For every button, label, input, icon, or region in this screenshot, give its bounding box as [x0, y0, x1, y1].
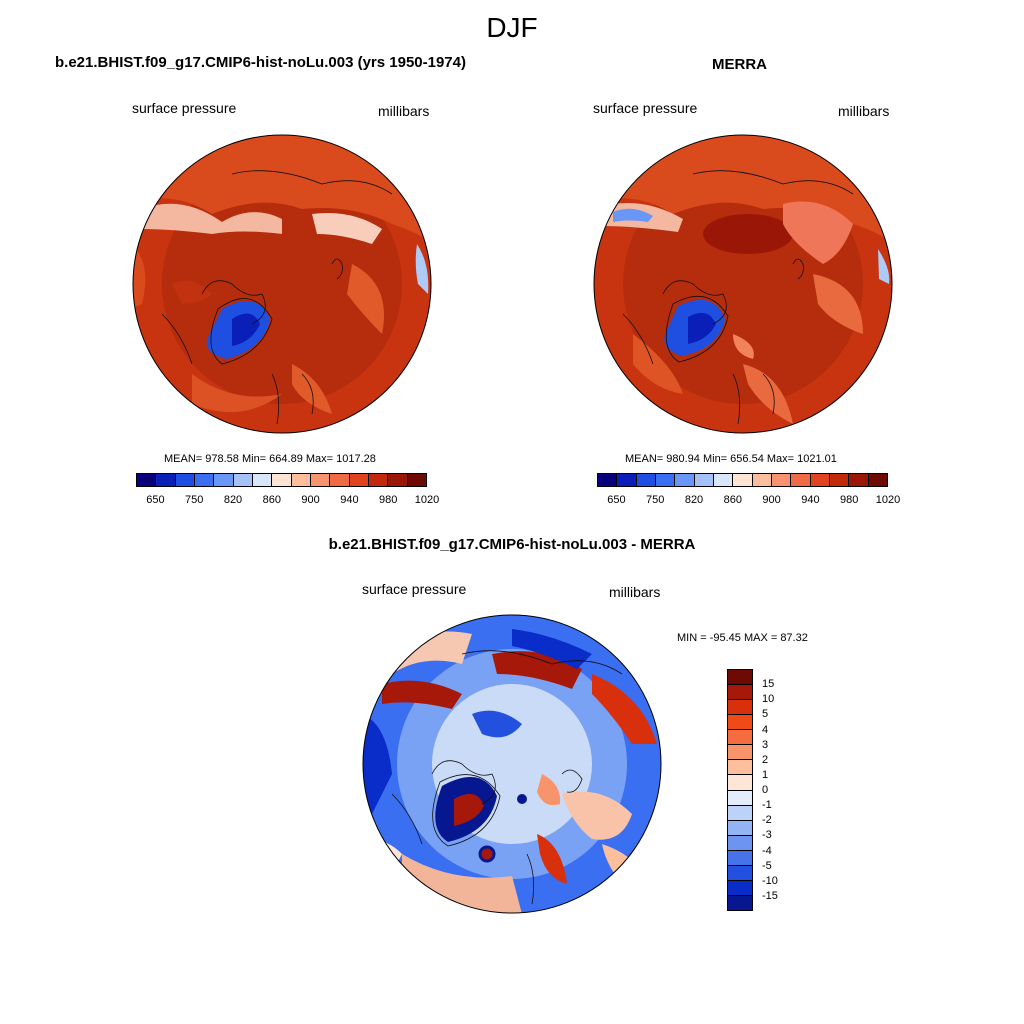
- colorbar-swatch: [175, 474, 195, 486]
- colorbar-tick-label: 900: [301, 494, 320, 506]
- colorbar-swatch: [194, 474, 215, 486]
- colorbar-swatch: [728, 820, 752, 836]
- colorbar-swatch: [233, 474, 253, 486]
- diff-polar-map: [362, 614, 662, 914]
- colorbar-swatch: [310, 474, 331, 486]
- colorbar-swatch: [728, 805, 752, 821]
- colorbar-swatch: [728, 685, 752, 701]
- diff-variable-label: surface pressure: [362, 581, 467, 597]
- colorbar-swatch: [728, 835, 752, 851]
- model-colorbar-labels: 650 750 820 860 900 940 980 1020: [136, 494, 439, 508]
- colorbar-swatch: [728, 880, 752, 896]
- colorbar-swatch: [368, 474, 389, 486]
- colorbar-swatch: [728, 790, 752, 806]
- obs-colorbar: [597, 473, 888, 487]
- colorbar-swatch: [728, 670, 752, 686]
- colorbar-swatch: [728, 730, 752, 746]
- colorbar-swatch: [694, 474, 714, 486]
- colorbar-tick-label: 860: [723, 494, 742, 506]
- obs-polar-map: [593, 134, 893, 434]
- model-variable-label: surface pressure: [132, 100, 237, 116]
- colorbar-swatch: [349, 474, 369, 486]
- colorbar-swatch: [252, 474, 273, 486]
- colorbar-tick-label: 1020: [414, 494, 440, 506]
- colorbar-swatch: [598, 474, 618, 486]
- diff-units-label: millibars: [609, 584, 661, 600]
- colorbar-tick-label: 15: [762, 678, 775, 691]
- colorbar-tick-label: 980: [379, 494, 398, 506]
- colorbar-swatch: [388, 474, 408, 486]
- colorbar-swatch: [636, 474, 656, 486]
- diff-panel-title: b.e21.BHIST.f09_g17.CMIP6-hist-noLu.003 …: [328, 536, 696, 553]
- colorbar-swatch: [829, 474, 850, 486]
- colorbar-tick-label: 650: [146, 494, 165, 506]
- colorbar-tick-label: -2: [762, 814, 772, 827]
- colorbar-swatch: [617, 474, 637, 486]
- colorbar-swatch: [407, 474, 426, 486]
- obs-variable-label: surface pressure: [593, 100, 698, 116]
- colorbar-swatch: [728, 700, 752, 716]
- colorbar-swatch: [655, 474, 676, 486]
- colorbar-tick-label: 0: [762, 784, 769, 796]
- model-colorbar: [136, 473, 427, 487]
- colorbar-swatch: [291, 474, 311, 486]
- season-title: DJF: [486, 12, 538, 43]
- obs-panel-title: MERRA: [712, 56, 767, 73]
- colorbar-swatch: [791, 474, 811, 486]
- model-panel-title: b.e21.BHIST.f09_g17.CMIP6-hist-noLu.003 …: [55, 54, 466, 71]
- diff-colorbar: [727, 669, 753, 911]
- colorbar-tick-label: 750: [646, 494, 665, 506]
- colorbar-swatch: [868, 474, 887, 486]
- colorbar-swatch: [728, 775, 752, 791]
- colorbar-swatch: [675, 474, 695, 486]
- colorbar-tick-label: 1020: [875, 494, 901, 506]
- colorbar-tick-label: 820: [684, 494, 704, 506]
- colorbar-tick-label: 10: [762, 693, 775, 706]
- colorbar-swatch: [728, 895, 752, 910]
- colorbar-tick-label: 860: [262, 494, 281, 506]
- colorbar-tick-label: 3: [762, 738, 769, 751]
- colorbar-swatch: [137, 474, 157, 486]
- colorbar-tick-label: -10: [762, 874, 778, 887]
- colorbar-swatch: [728, 850, 752, 866]
- colorbar-tick-label: 4: [762, 723, 769, 736]
- colorbar-tick-label: -15: [762, 889, 778, 902]
- colorbar-tick-label: -1: [762, 799, 772, 812]
- colorbar-swatch: [771, 474, 792, 486]
- colorbar-tick-label: 940: [801, 494, 820, 506]
- colorbar-tick-label: 980: [840, 494, 859, 506]
- colorbar-tick-label: 900: [762, 494, 781, 506]
- colorbar-swatch: [728, 865, 752, 881]
- model-stats: MEAN= 978.58 Min= 664.89 Max= 1017.28: [164, 453, 376, 465]
- colorbar-tick-label: -3: [762, 829, 772, 842]
- colorbar-swatch: [214, 474, 234, 486]
- colorbar-swatch: [156, 474, 176, 486]
- colorbar-swatch: [733, 474, 753, 486]
- obs-colorbar-labels: 650 750 820 860 900 940 980 1020: [597, 494, 900, 508]
- colorbar-swatch: [728, 745, 752, 761]
- colorbar-swatch: [810, 474, 830, 486]
- colorbar-tick-label: 650: [607, 494, 626, 506]
- colorbar-tick-label: 1: [762, 768, 769, 781]
- model-units-label: millibars: [378, 103, 430, 119]
- colorbar-swatch: [330, 474, 350, 486]
- colorbar-tick-label: 5: [762, 708, 769, 721]
- colorbar-swatch: [752, 474, 772, 486]
- colorbar-tick-label: 940: [340, 494, 359, 506]
- diff-stats: MIN = -95.45 MAX = 87.32: [677, 632, 808, 644]
- colorbar-swatch: [728, 715, 752, 731]
- colorbar-swatch: [713, 474, 734, 486]
- colorbar-swatch: [728, 760, 752, 776]
- colorbar-tick-label: 820: [223, 494, 243, 506]
- colorbar-tick-label: -4: [762, 844, 772, 857]
- colorbar-tick-label: -5: [762, 859, 772, 872]
- colorbar-swatch: [272, 474, 292, 486]
- diff-colorbar-labels: 15 10 5 4 3 2 1 0 -1 -2 -3 -4 -5 -10 -15: [762, 669, 802, 911]
- colorbar-tick-label: 2: [762, 753, 769, 766]
- colorbar-tick-label: 750: [185, 494, 204, 506]
- model-polar-map: [132, 134, 432, 434]
- obs-stats: MEAN= 980.94 Min= 656.54 Max= 1021.01: [625, 453, 837, 465]
- obs-units-label: millibars: [838, 103, 890, 119]
- colorbar-swatch: [849, 474, 869, 486]
